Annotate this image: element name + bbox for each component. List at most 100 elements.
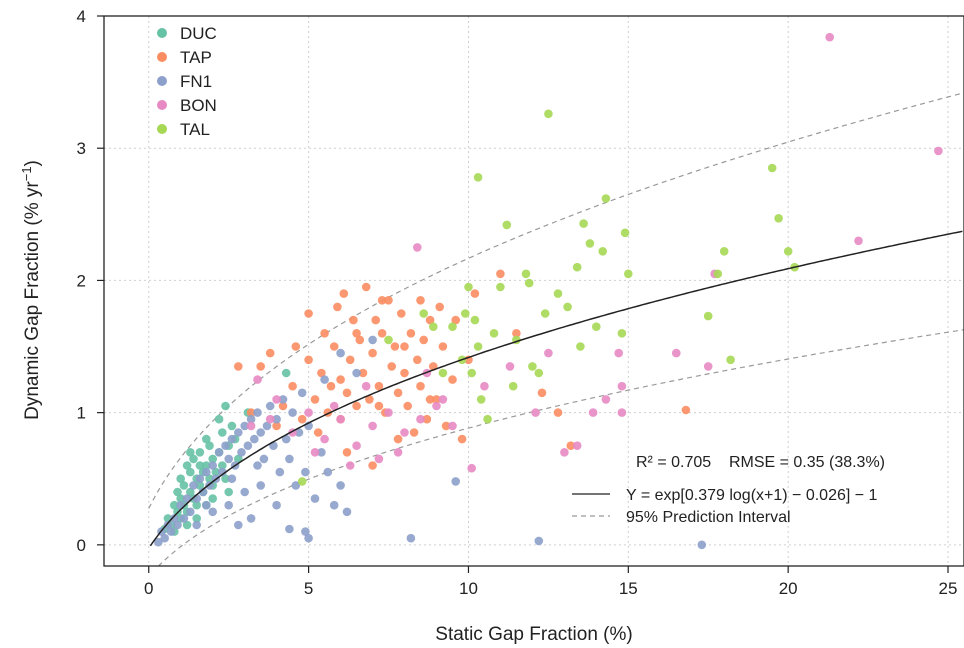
legend-label: DUC <box>180 24 217 43</box>
legend-swatch <box>157 76 167 86</box>
data-point <box>451 315 461 325</box>
y-axis-ticks: 0 1 2 3 4 <box>77 7 104 555</box>
legend-swatch <box>157 52 167 62</box>
data-point <box>406 329 416 338</box>
data-point <box>448 322 457 332</box>
data-point <box>154 537 163 547</box>
data-point <box>186 467 195 477</box>
data-point <box>227 434 237 444</box>
data-point <box>393 434 403 444</box>
data-point <box>329 500 339 510</box>
data-point <box>246 421 256 431</box>
data-point <box>397 309 406 318</box>
data-point <box>336 375 345 384</box>
data-point <box>278 401 288 411</box>
fit-legend-label: Y = exp[0.379 log(x+1) − 0.026] − 1 <box>626 487 878 504</box>
data-point <box>297 388 307 398</box>
data-point <box>528 362 537 371</box>
data-point <box>272 414 281 424</box>
x-tick-label: 20 <box>779 579 798 598</box>
data-point <box>352 368 361 378</box>
data-point <box>218 467 227 477</box>
data-point <box>246 408 256 417</box>
data-point <box>227 421 237 431</box>
data-point <box>579 219 588 228</box>
series-tap <box>234 269 691 470</box>
data-point <box>304 309 313 318</box>
data-point <box>240 487 249 497</box>
data-point <box>265 401 275 411</box>
data-point <box>179 481 189 490</box>
data-point <box>333 302 342 312</box>
data-point <box>470 289 480 298</box>
data-point <box>361 282 371 292</box>
data-point <box>601 194 611 203</box>
data-point <box>419 309 429 318</box>
data-point <box>342 388 352 398</box>
legend-swatch <box>157 124 167 134</box>
data-point <box>342 448 352 457</box>
data-point <box>237 448 246 457</box>
y-axis-title-close: ) <box>22 160 43 166</box>
data-point <box>425 315 435 325</box>
data-point <box>281 434 291 444</box>
data-point <box>345 461 355 470</box>
data-point <box>192 514 201 523</box>
data-point <box>476 395 486 404</box>
grid-lines <box>104 15 964 566</box>
legend-swatch <box>157 100 167 110</box>
data-point <box>384 408 393 417</box>
data-point <box>617 381 627 391</box>
data-point <box>400 342 409 351</box>
data-point <box>572 262 582 272</box>
data-point <box>192 520 201 530</box>
data-point <box>416 296 425 305</box>
data-point <box>310 448 320 457</box>
data-point <box>317 448 326 457</box>
data-point <box>435 302 445 312</box>
data-point <box>393 448 403 457</box>
data-point <box>336 481 345 490</box>
data-point <box>601 395 611 404</box>
data-point <box>195 481 205 490</box>
data-point <box>422 414 432 424</box>
data-point <box>719 247 729 256</box>
data-point <box>438 395 448 404</box>
data-point <box>218 428 227 437</box>
data-point <box>198 487 208 497</box>
data-point <box>400 428 409 437</box>
data-point <box>464 282 473 292</box>
legend-swatch <box>157 28 167 38</box>
data-point <box>534 536 544 546</box>
prediction-lower <box>157 329 964 567</box>
data-point <box>416 381 425 391</box>
data-point <box>176 500 185 510</box>
data-point <box>281 368 291 378</box>
data-point <box>480 381 489 391</box>
data-point <box>544 348 553 358</box>
data-point <box>524 278 534 288</box>
data-point <box>783 247 793 256</box>
data-point <box>192 500 201 510</box>
data-point <box>224 487 233 497</box>
data-point <box>304 408 313 417</box>
data-point <box>534 368 544 378</box>
fit-curve-group <box>149 230 963 547</box>
data-point <box>505 362 515 371</box>
x-tick-label: 5 <box>304 579 313 598</box>
data-point <box>681 405 691 415</box>
y-axis-title: Dynamic Gap Fraction (% yr−1) <box>19 160 43 420</box>
data-point <box>598 247 607 256</box>
data-point <box>413 243 422 252</box>
data-point <box>384 335 393 345</box>
data-point <box>294 428 304 437</box>
data-point <box>457 434 467 444</box>
data-point <box>195 461 205 470</box>
data-point <box>406 533 416 543</box>
legend-label: TAP <box>180 48 212 67</box>
data-point <box>934 146 943 156</box>
data-point <box>352 401 361 411</box>
data-point <box>342 507 352 517</box>
data-point <box>227 474 237 484</box>
data-point <box>176 494 185 503</box>
